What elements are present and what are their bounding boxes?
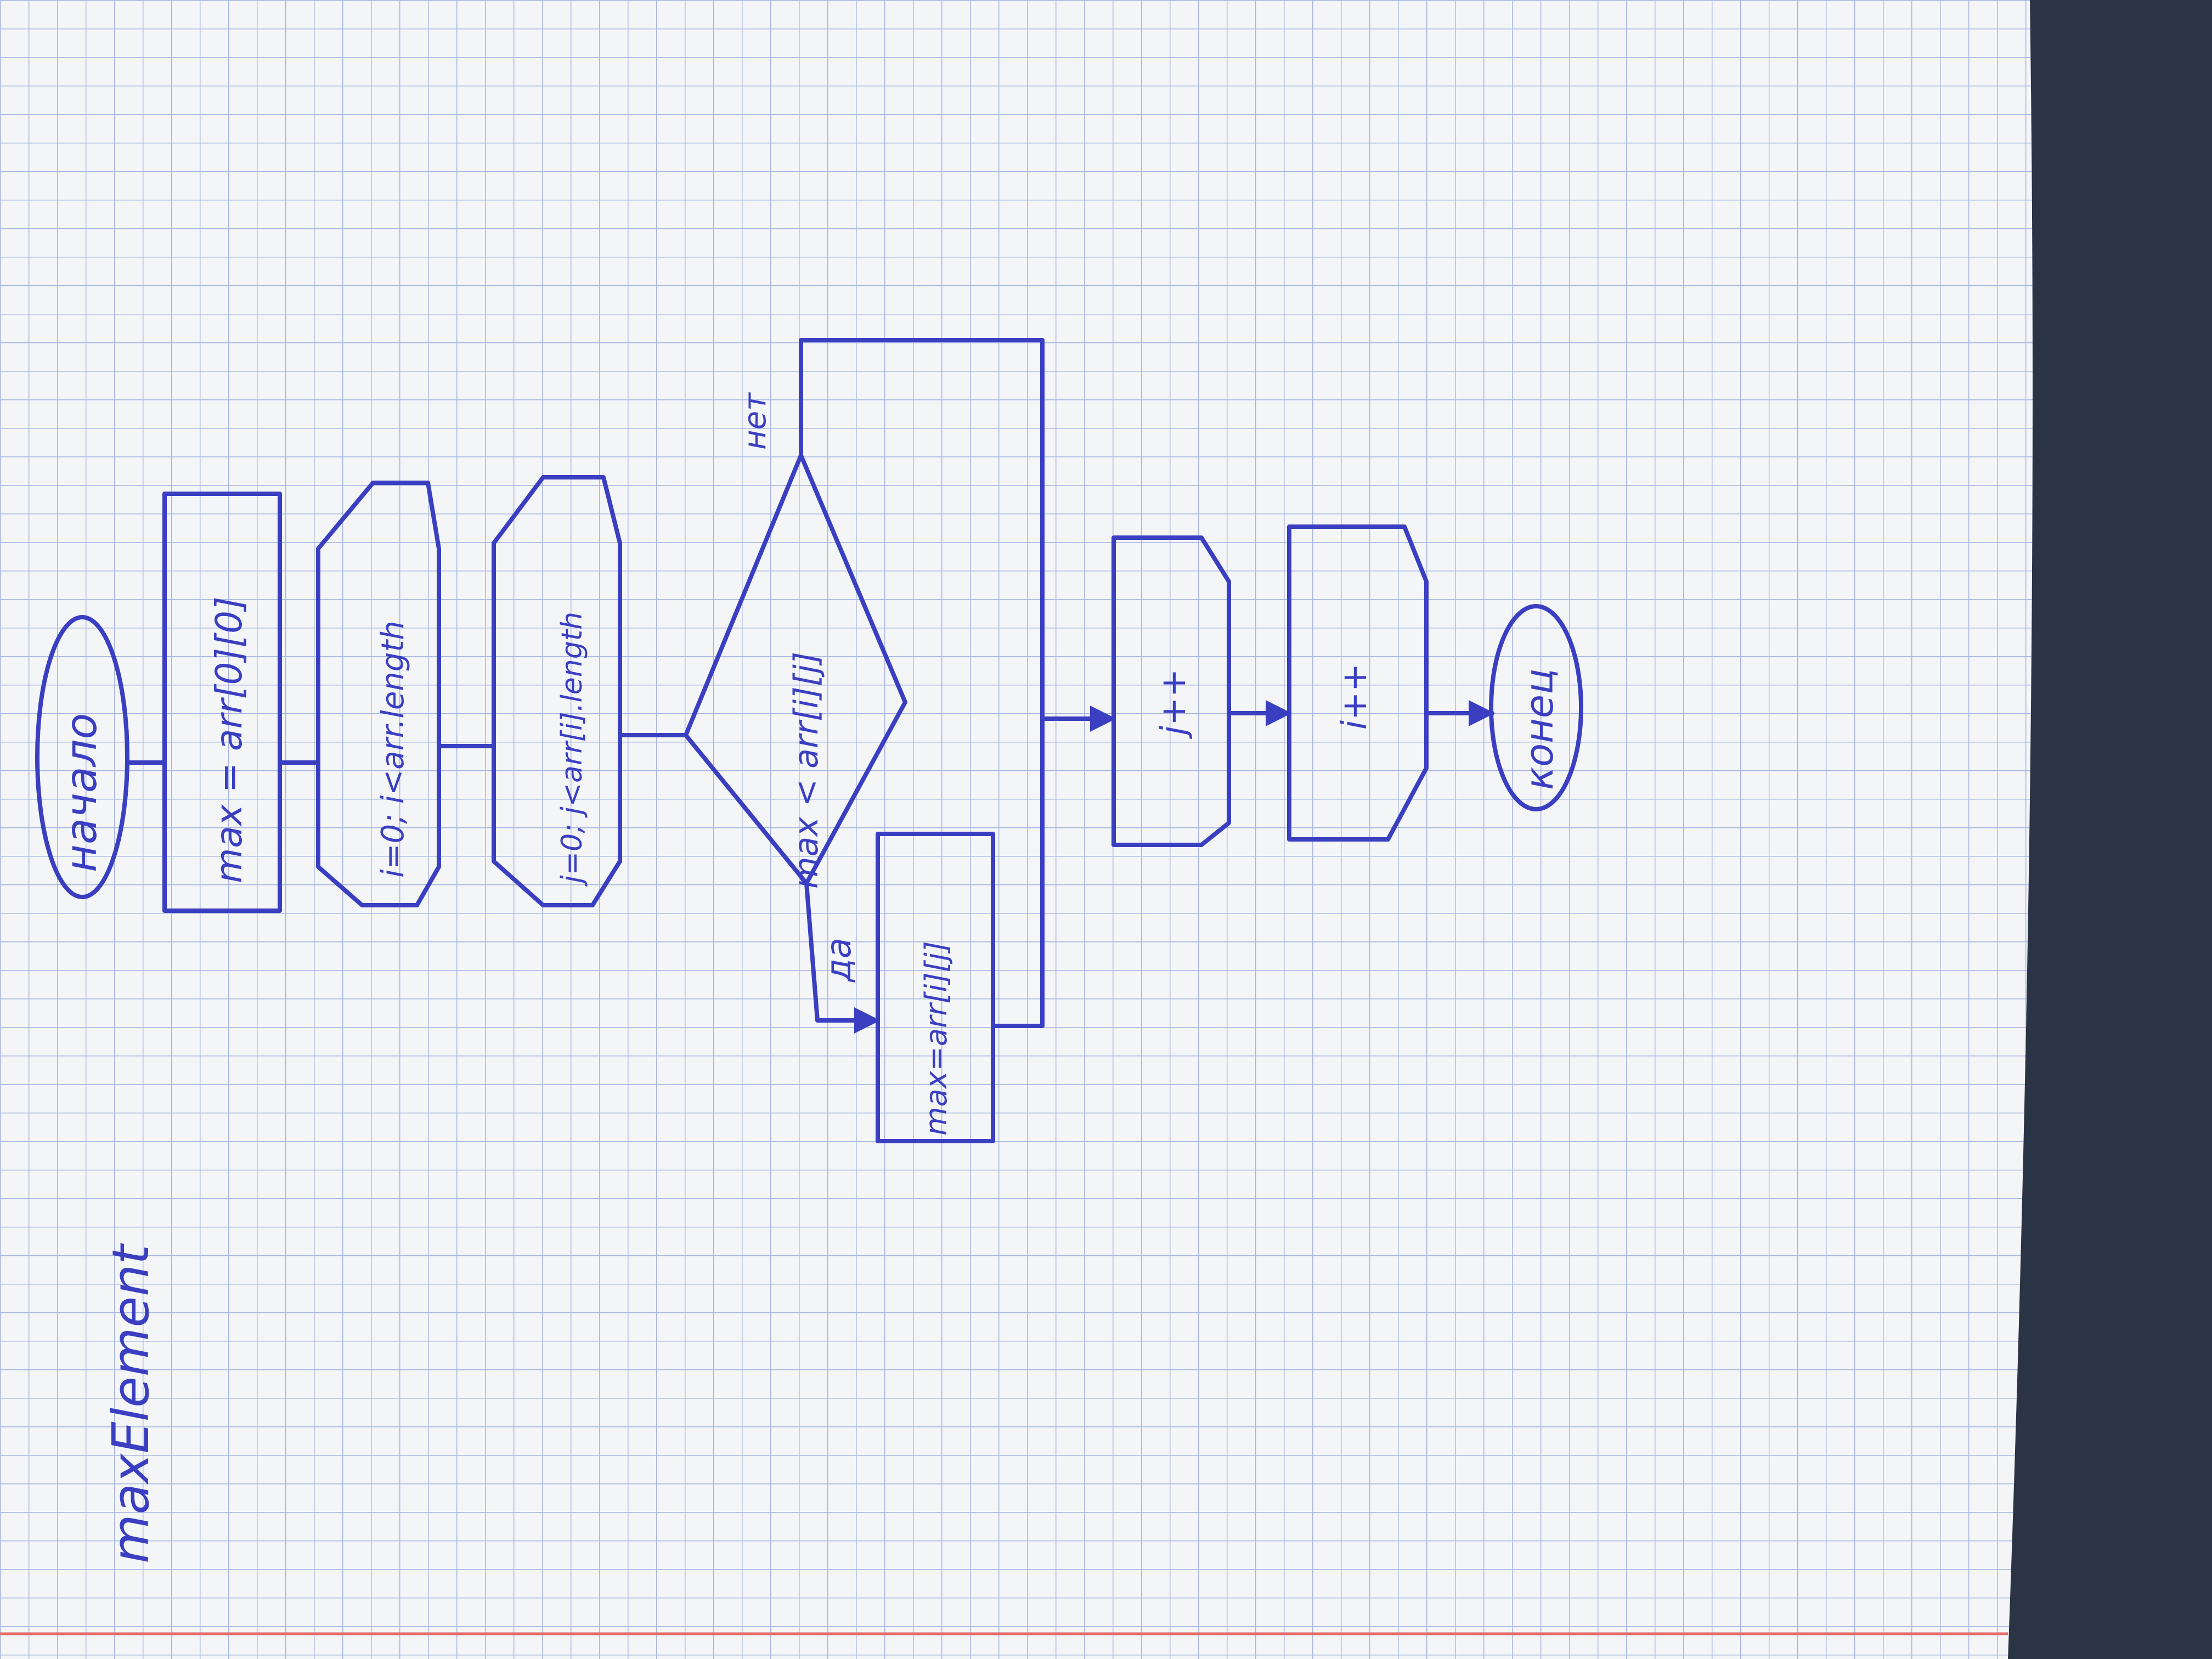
j-increment-label: j++ [1153, 669, 1193, 739]
outer-loop-label: i=0; i<arr.length [375, 620, 411, 878]
condition-label: max < arr[i][j] [787, 652, 826, 889]
inner-loop-label: j=0; j<arr[i].length [556, 612, 589, 887]
i-increment-label: i++ [1334, 663, 1374, 730]
start-label: начало [57, 713, 106, 872]
end-label: конец [1517, 668, 1562, 790]
paper-grid [0, 0, 2033, 1659]
page-title: maxElement [101, 1243, 160, 1564]
assign-label: max=arr[i][j] [919, 941, 953, 1136]
init-label: max = arr[0][0] [208, 596, 250, 883]
no-label: нет [737, 392, 773, 450]
yes-label: да [819, 938, 859, 983]
